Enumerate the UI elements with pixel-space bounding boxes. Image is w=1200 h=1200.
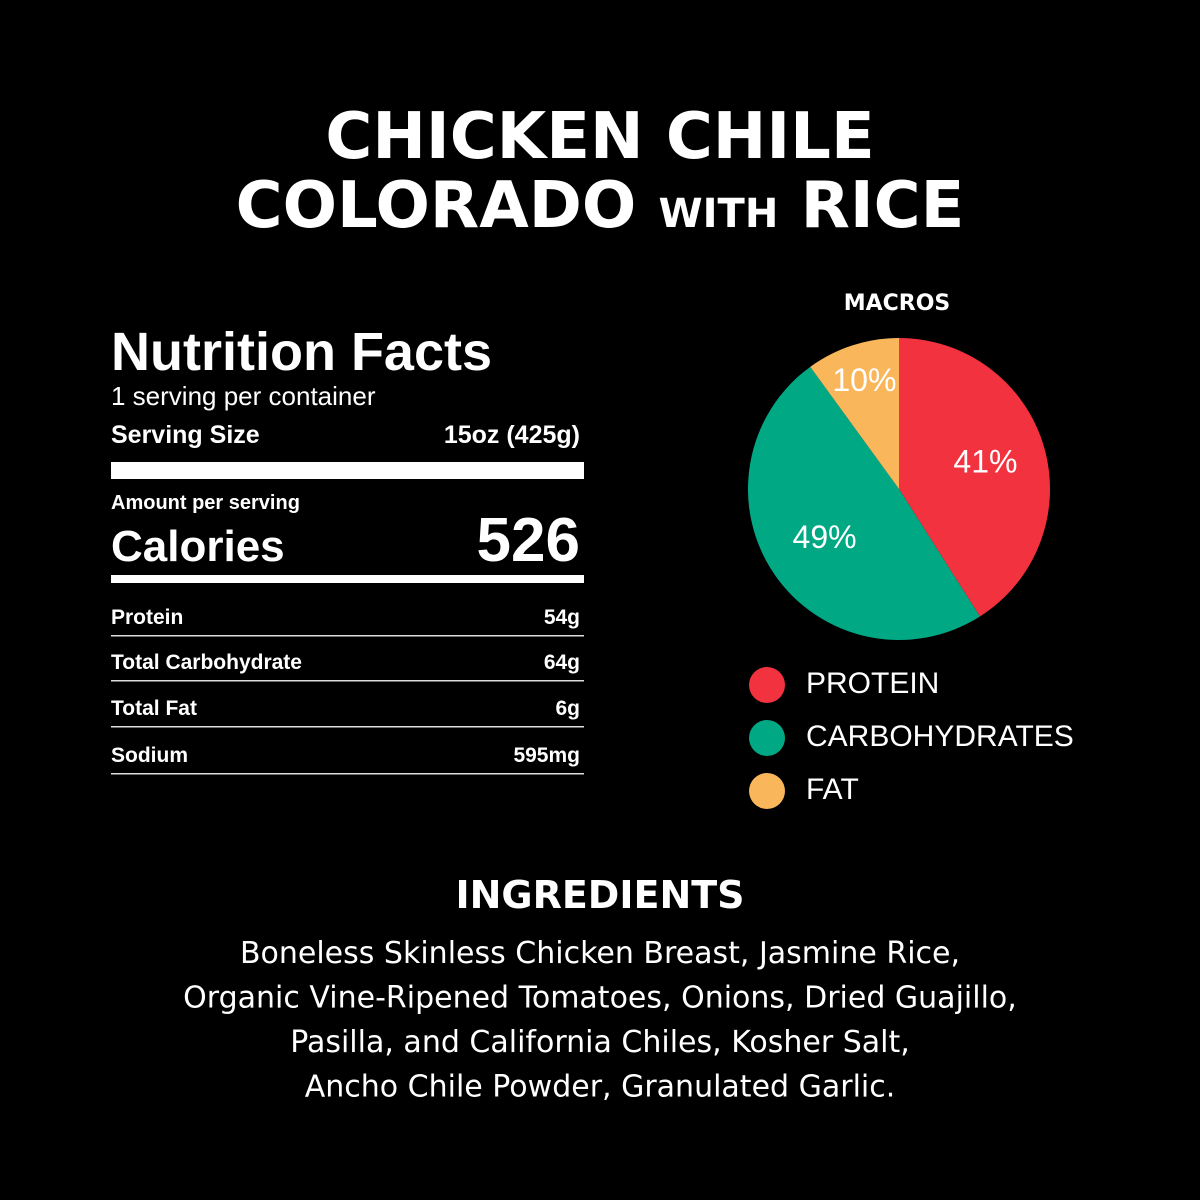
nutrient-amount: 6g	[555, 697, 580, 720]
ingredients-line: Pasilla, and California Chiles, Kosher S…	[290, 1025, 910, 1060]
pie-slice	[748, 366, 980, 640]
title-line: COLORADO WITH RICE	[236, 169, 965, 243]
ingredients: Boneless Skinless Chicken Breast, Jasmin…	[183, 936, 1017, 1105]
nutrient-amount: 64g	[544, 651, 580, 674]
ingredients-title: INGREDIENTS	[455, 873, 744, 917]
nutrient-rows: Protein 54g Total Carbohydrate 64g Total Fat…	[111, 606, 584, 775]
nutrient-name: Total Carbohydrate	[111, 651, 302, 674]
amount-label: Amount per serving	[111, 492, 300, 514]
ingredients-line: Ancho Chile Powder, Granulated Garlic.	[305, 1070, 896, 1105]
row-rule	[111, 726, 584, 728]
thick-rule	[111, 462, 584, 479]
slice-label: 41%	[953, 443, 1017, 479]
serving-size-label: Serving Size	[111, 421, 260, 449]
nutrient-amount: 54g	[544, 606, 580, 629]
ingredients-line: Boneless Skinless Chicken Breast, Jasmin…	[240, 936, 960, 971]
servings: 1 serving per container	[111, 381, 376, 411]
pie-slice	[899, 338, 1050, 617]
nutrient-name: Protein	[111, 606, 183, 629]
legend: PROTEIN CARBOHYDRATES FAT	[749, 667, 1074, 809]
slice-label: 49%	[793, 519, 857, 555]
chart-title: MACROS	[844, 291, 951, 316]
pie: 41% 49% 10%	[748, 338, 1050, 640]
pie-slice	[810, 338, 899, 489]
calories-label: Calories	[111, 522, 285, 571]
calories: 526	[477, 506, 580, 575]
ingredients-line: Organic Vine-Ripened Tomatoes, Onions, D…	[183, 981, 1017, 1016]
title-line: CHICKEN CHILE	[325, 100, 874, 174]
title-part: WITH	[659, 191, 779, 237]
title-part: RICE	[801, 169, 965, 243]
nutrition-title: Nutrition Facts	[111, 322, 492, 382]
nutrient-name: Total Fat	[111, 697, 197, 720]
legend-swatch	[749, 720, 785, 756]
legend-label: PROTEIN	[806, 667, 939, 700]
legend-label: FAT	[806, 773, 859, 806]
medium-rule	[111, 575, 584, 583]
nutrition-facts: Nutrition Facts 1 serving per container …	[111, 322, 584, 775]
nutrient-name: Sodium	[111, 744, 188, 767]
nutrient-amount: 595mg	[513, 744, 580, 767]
legend-label: CARBOHYDRATES	[806, 720, 1074, 753]
row-rule	[111, 773, 584, 775]
slice-label: 10%	[832, 362, 896, 398]
row-rule	[111, 635, 584, 637]
legend-swatch	[749, 667, 785, 703]
legend-swatch	[749, 773, 785, 809]
title-part: COLORADO	[236, 169, 637, 243]
serving-size: 15oz (425g)	[444, 421, 580, 449]
row-rule	[111, 680, 584, 682]
